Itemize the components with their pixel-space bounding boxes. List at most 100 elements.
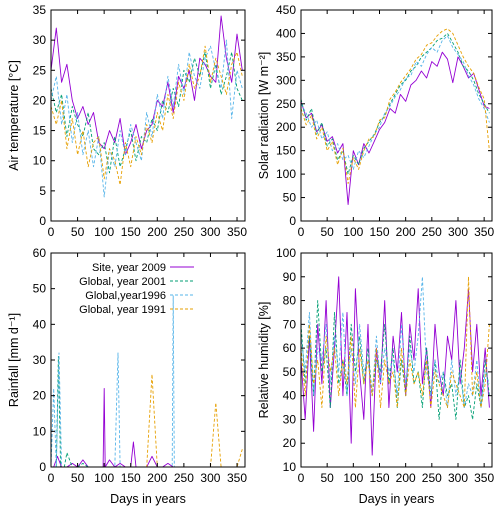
y-tick-label: 50 <box>283 191 297 205</box>
y-tick-label: 20 <box>33 389 47 403</box>
series-line-2 <box>301 32 490 175</box>
x-tick-label: 50 <box>71 471 85 485</box>
x-tick-label: 350 <box>227 471 247 485</box>
plot-frame <box>50 9 246 222</box>
x-tick-label: 300 <box>200 225 220 239</box>
series-line-4 <box>51 45 243 186</box>
y-tick-label: 5 <box>39 184 46 198</box>
rainfall-panel: 0 50 100 150 200 250 300 350 0 10 20 30 40 50 60 Rainfa… <box>7 246 247 506</box>
x-tick-label: 300 <box>448 225 468 239</box>
x-tick-label: 0 <box>48 225 55 239</box>
series-line-1 <box>51 388 243 467</box>
y-tick-label: 20 <box>33 93 47 107</box>
legend: Site, year 2009 Global, year 2001 Global,y… <box>79 262 194 316</box>
legend-label: Global,year1996 <box>85 290 166 302</box>
x-tick-label: 100 <box>94 471 114 485</box>
y-tick-label: 0 <box>39 460 46 474</box>
series-group <box>301 276 490 456</box>
y-tick-label: 250 <box>276 97 296 111</box>
y-tick-label: 100 <box>276 246 296 260</box>
y-tick-label: 10 <box>283 460 297 474</box>
x-tick-label: 300 <box>200 471 220 485</box>
x-tick-label: 250 <box>422 225 442 239</box>
series-line-3 <box>51 39 243 198</box>
y-tick-label: 15 <box>33 124 47 138</box>
solar-radiation-panel: 0 50 100 150 200 250 300 350 0 50 100 150 200 250 300 3… <box>257 3 494 239</box>
y-tick-label: 90 <box>283 270 297 284</box>
series-line-2 <box>51 355 243 467</box>
y-tick-label: 0 <box>289 214 296 228</box>
series-line-4 <box>51 373 243 467</box>
series-line-3 <box>301 35 490 170</box>
y-tick-label: 80 <box>283 294 297 308</box>
series-line-1 <box>301 51 490 206</box>
y-tick-label: 0 <box>39 214 46 228</box>
x-tick-label: 250 <box>174 225 194 239</box>
y-tick-label: 35 <box>33 3 47 17</box>
x-tick-label: 250 <box>422 471 442 485</box>
x-tick-label: 150 <box>121 471 141 485</box>
series-line-4 <box>301 28 490 184</box>
x-tick-label: 350 <box>227 225 247 239</box>
y-tick-label: 30 <box>283 412 297 426</box>
x-tick-label: 200 <box>147 471 167 485</box>
y-axis-label: Relative humidity [%] <box>257 302 271 419</box>
x-tick-label: 50 <box>320 225 334 239</box>
series-line-1 <box>301 276 490 456</box>
x-tick-label: 250 <box>174 471 194 485</box>
y-tick-label: 150 <box>276 144 296 158</box>
y-tick-label: 60 <box>33 246 47 260</box>
y-tick-label: 50 <box>283 365 297 379</box>
x-tick-label: 200 <box>147 225 167 239</box>
y-tick-label: 100 <box>276 167 296 181</box>
series-line-1 <box>51 15 243 156</box>
x-tick-label: 0 <box>298 471 305 485</box>
x-tick-label: 300 <box>448 471 468 485</box>
y-tick-label: 20 <box>283 436 297 450</box>
x-tick-label: 350 <box>474 225 494 239</box>
x-tick-label: 350 <box>474 471 494 485</box>
y-axis-label: Solar radiation [W m⁻²] <box>257 52 271 179</box>
legend-label: Global, year 1991 <box>79 304 166 316</box>
plot-frame <box>300 9 493 222</box>
series-group <box>51 295 243 467</box>
air-temperature-panel: 0 50 100 150 200 250 300 350 0 5 10 15 20 25 30 35 Air t… <box>7 3 247 239</box>
x-tick-label: 150 <box>369 471 389 485</box>
y-tick-label: 10 <box>33 154 47 168</box>
y-tick-label: 300 <box>276 73 296 87</box>
x-tick-label: 200 <box>396 471 416 485</box>
x-tick-label: 200 <box>396 225 416 239</box>
series-group <box>301 28 490 206</box>
legend-label: Global, year 2001 <box>79 276 166 288</box>
x-axis-label: Days in years <box>110 492 186 506</box>
x-tick-label: 50 <box>320 471 334 485</box>
x-tick-label: 0 <box>298 225 305 239</box>
y-tick-label: 50 <box>33 282 47 296</box>
plot-frame <box>300 252 493 468</box>
y-tick-label: 30 <box>33 33 47 47</box>
legend-label: Site, year 2009 <box>92 262 166 274</box>
y-tick-label: 450 <box>276 3 296 17</box>
y-tick-label: 70 <box>283 317 297 331</box>
y-tick-label: 30 <box>33 353 47 367</box>
y-tick-label: 350 <box>276 50 296 64</box>
y-tick-label: 200 <box>276 120 296 134</box>
series-line-4 <box>301 276 490 409</box>
series-group <box>51 15 243 198</box>
y-tick-label: 400 <box>276 26 296 40</box>
x-axis-label: Days in years <box>359 492 435 506</box>
y-tick-label: 25 <box>33 63 47 77</box>
x-tick-label: 100 <box>343 225 363 239</box>
y-tick-label: 40 <box>283 389 297 403</box>
y-tick-label: 10 <box>33 424 47 438</box>
x-tick-label: 100 <box>343 471 363 485</box>
y-tick-label: 40 <box>33 317 47 331</box>
x-tick-label: 0 <box>48 471 55 485</box>
x-tick-label: 150 <box>369 225 389 239</box>
x-tick-label: 100 <box>94 225 114 239</box>
relative-humidity-panel: 0 50 100 150 200 250 300 350 10 20 30 40 50 60 70 80 90 1… <box>257 246 494 506</box>
y-tick-label: 60 <box>283 341 297 355</box>
x-tick-label: 150 <box>121 225 141 239</box>
x-tick-label: 50 <box>71 225 85 239</box>
